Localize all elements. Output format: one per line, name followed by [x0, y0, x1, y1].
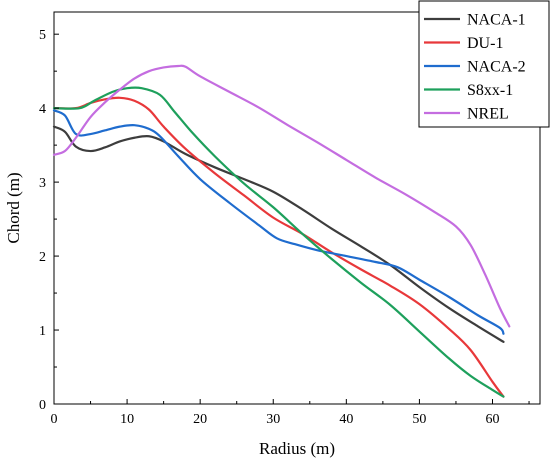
x-tick-label: 0 — [51, 412, 58, 427]
y-tick-label: 4 — [39, 102, 46, 117]
y-tick-label: 3 — [39, 176, 46, 191]
series-line-nrel — [52, 64, 511, 328]
y-tick-label: 5 — [39, 28, 46, 43]
legend-label-naca-1: NACA-1 — [467, 12, 526, 29]
x-tick-label: 20 — [193, 412, 207, 427]
series-line-naca-2 — [52, 109, 505, 335]
legend-box — [418, 0, 550, 128]
series-line-naca-1 — [52, 125, 505, 343]
y-tick-label: 2 — [39, 250, 46, 265]
legend-label-du-1: DU-1 — [467, 35, 503, 52]
plot-frame — [53, 11, 541, 405]
x-tick-label: 40 — [339, 412, 353, 427]
legend-label-s8xx-1: S8xx-1 — [467, 82, 513, 99]
x-tick-label: 50 — [412, 412, 426, 427]
x-axis-ticks: 0 10 20 30 40 50 60 — [51, 399, 530, 427]
y-axis-title: Chord (m) — [4, 172, 23, 243]
legend-label-naca-2: NACA-2 — [467, 59, 526, 76]
x-tick-label: 10 — [120, 412, 134, 427]
series-lines — [52, 64, 511, 398]
y-tick-label: 0 — [39, 398, 46, 413]
x-tick-label: 30 — [266, 412, 280, 427]
series-line-du-1 — [52, 96, 505, 398]
y-axis-ticks: 0 1 2 3 4 5 — [39, 28, 59, 413]
y-tick-label: 1 — [39, 324, 46, 339]
legend-label-nrel: NREL — [467, 106, 509, 123]
x-axis-title: Radius (m) — [259, 439, 335, 458]
series-line-s8xx-1 — [52, 86, 505, 398]
x-tick-label: 60 — [485, 412, 499, 427]
legend: NACA-1 DU-1 NACA-2 S8xx-1 NREL — [418, 0, 550, 128]
